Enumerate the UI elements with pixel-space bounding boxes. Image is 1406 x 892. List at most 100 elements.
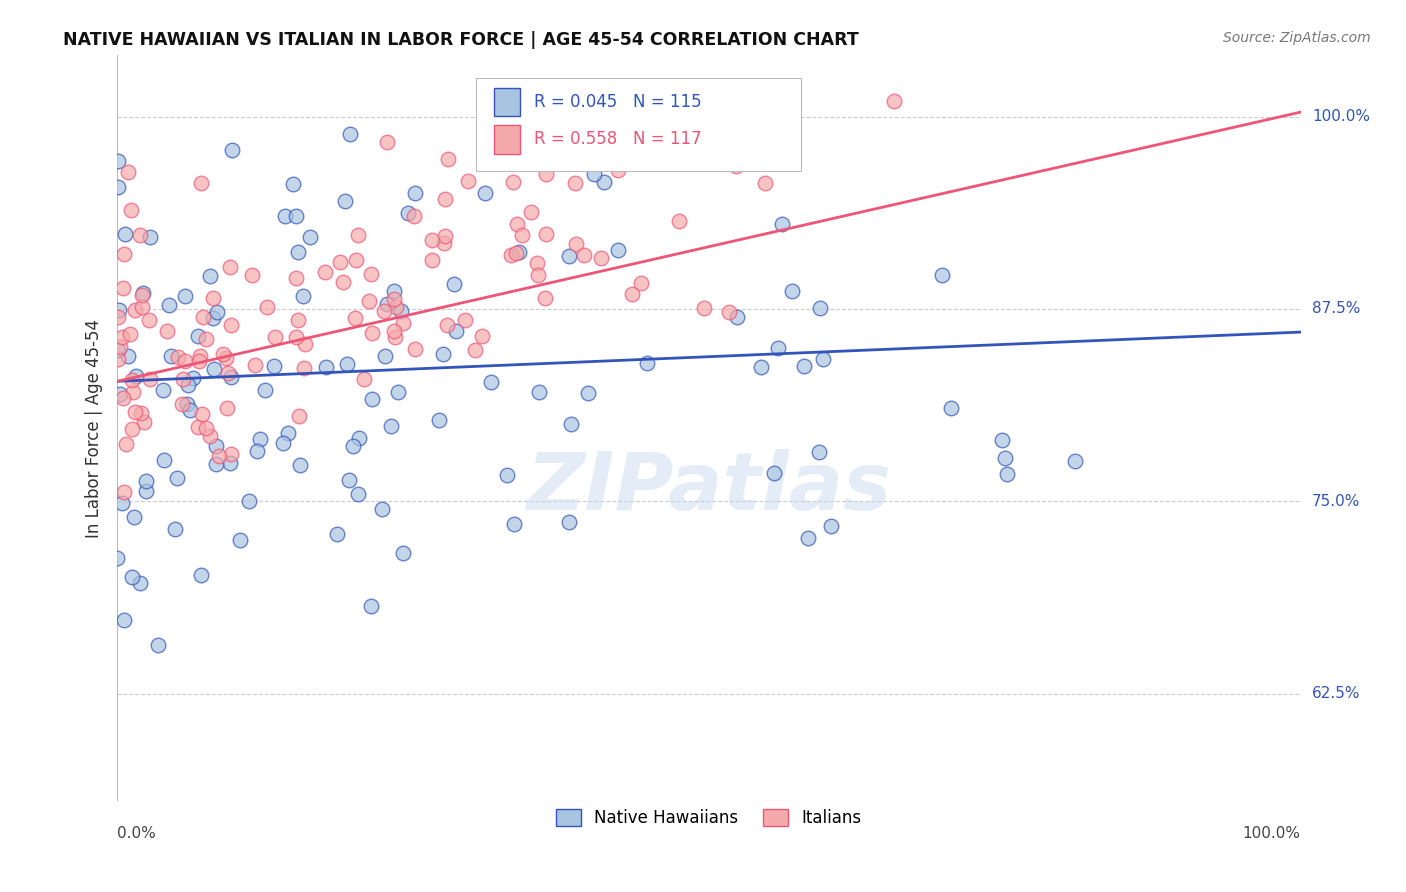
Point <box>121 384 143 399</box>
Point <box>131 301 153 315</box>
Point <box>287 244 309 259</box>
Point <box>931 268 953 282</box>
Point <box>375 296 398 310</box>
Point <box>212 347 235 361</box>
Point <box>496 468 519 483</box>
Point <box>219 318 242 333</box>
Point <box>277 426 299 441</box>
Point <box>285 271 308 285</box>
Point <box>166 350 188 364</box>
Point <box>336 357 359 371</box>
Point <box>110 340 132 354</box>
Point <box>797 531 820 545</box>
Point <box>360 599 382 613</box>
Point <box>374 349 396 363</box>
Point <box>165 523 187 537</box>
Point <box>198 268 221 283</box>
Point <box>205 305 228 319</box>
Point <box>382 325 405 339</box>
Point <box>471 329 494 343</box>
Point <box>344 311 367 326</box>
Text: 100.0%: 100.0% <box>1312 109 1369 124</box>
Point <box>387 384 409 399</box>
Point <box>132 285 155 300</box>
Point <box>811 352 834 367</box>
Point <box>508 245 530 260</box>
Point <box>382 292 405 306</box>
Point <box>717 304 740 318</box>
Point <box>205 458 228 472</box>
Point <box>373 303 395 318</box>
Point <box>174 353 197 368</box>
Point <box>107 310 129 324</box>
Point <box>565 237 588 252</box>
Point <box>593 175 616 189</box>
Point <box>754 177 776 191</box>
Point <box>131 406 153 420</box>
Point <box>329 255 352 269</box>
Point <box>115 437 138 451</box>
Point <box>353 372 375 386</box>
Point <box>176 397 198 411</box>
Point <box>112 613 135 627</box>
Point <box>253 383 276 397</box>
Point <box>215 351 238 365</box>
Text: ZIPatlas: ZIPatlas <box>526 449 891 527</box>
Point <box>630 276 652 290</box>
Point <box>152 383 174 397</box>
Point <box>505 245 527 260</box>
Point <box>117 349 139 363</box>
FancyBboxPatch shape <box>475 78 801 170</box>
Point <box>793 359 815 373</box>
Point <box>360 267 382 281</box>
Point <box>724 159 747 173</box>
Point <box>221 143 243 157</box>
Point <box>315 359 337 374</box>
Point <box>177 377 200 392</box>
Point <box>219 260 242 274</box>
Point <box>534 227 557 242</box>
Point <box>607 244 630 258</box>
Point <box>605 152 627 166</box>
Point <box>427 413 450 427</box>
Point <box>505 217 527 231</box>
Point <box>121 373 143 387</box>
Point <box>433 236 456 251</box>
Point <box>111 391 134 405</box>
Point <box>389 304 412 318</box>
Point <box>454 312 477 326</box>
Point <box>187 354 209 368</box>
Point <box>172 372 194 386</box>
Point <box>166 471 188 485</box>
Point <box>520 204 543 219</box>
Point <box>474 186 496 200</box>
Point <box>108 387 131 401</box>
Point <box>808 301 831 315</box>
FancyBboxPatch shape <box>494 125 520 153</box>
Point <box>204 439 226 453</box>
Point <box>589 252 612 266</box>
Point <box>420 233 443 247</box>
Point <box>274 210 297 224</box>
Point <box>749 359 772 374</box>
Point <box>281 177 304 191</box>
Point <box>384 300 406 314</box>
Text: 100.0%: 100.0% <box>1243 826 1301 841</box>
Point <box>238 493 260 508</box>
Point <box>243 358 266 372</box>
Point <box>762 467 785 481</box>
Point <box>111 496 134 510</box>
Point <box>991 434 1014 448</box>
Point <box>392 316 415 330</box>
Point <box>404 343 426 357</box>
Point <box>124 510 146 524</box>
Point <box>288 409 311 424</box>
Point <box>335 194 357 208</box>
Point <box>501 248 523 262</box>
Point <box>342 439 364 453</box>
Point <box>527 268 550 283</box>
Text: Source: ZipAtlas.com: Source: ZipAtlas.com <box>1223 31 1371 45</box>
Point <box>344 252 367 267</box>
Legend: Native Hawaiians, Italians: Native Hawaiians, Italians <box>550 803 869 834</box>
Point <box>135 484 157 499</box>
